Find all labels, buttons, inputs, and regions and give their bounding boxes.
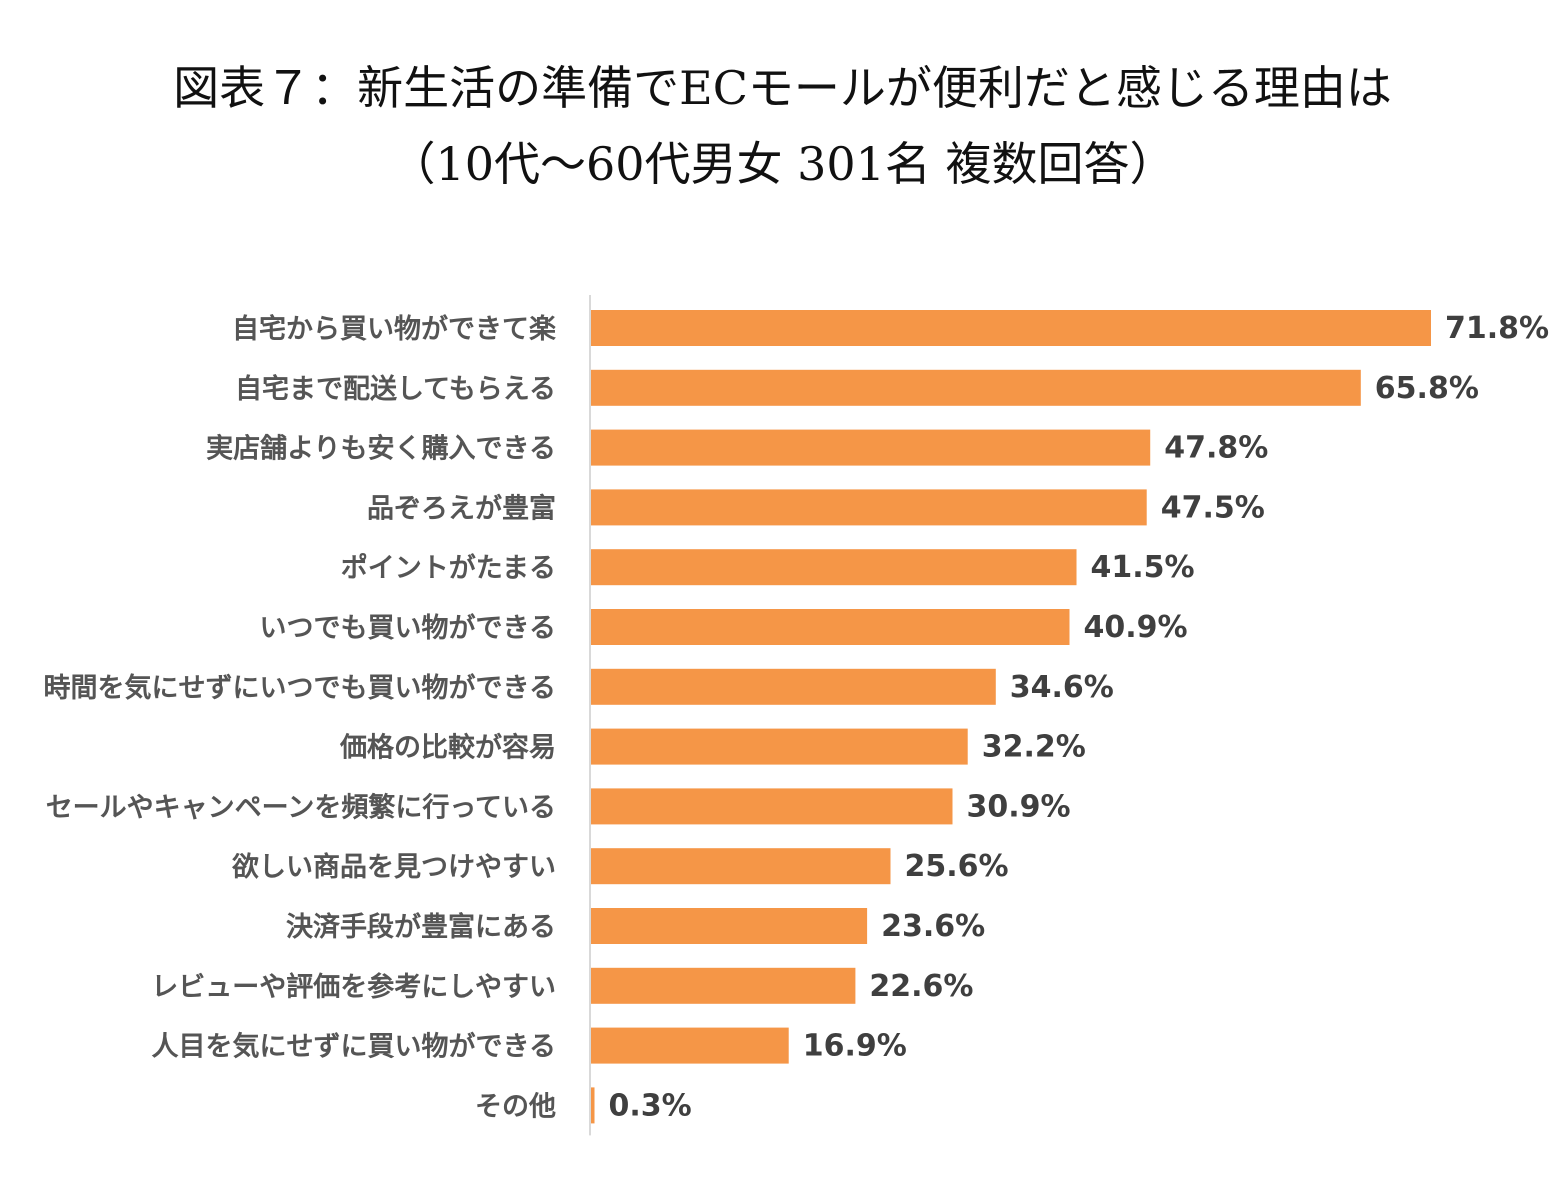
category-label: ポイントがたまる bbox=[341, 552, 556, 584]
category-label: 自宅から買い物ができて楽 bbox=[232, 313, 556, 345]
value-label: 47.5% bbox=[1161, 490, 1265, 525]
bar bbox=[591, 429, 1151, 466]
value-label: 47.8% bbox=[1164, 431, 1268, 466]
chart-title: 図表７：新生活の準備でECモールが便利だと感じる理由は bbox=[173, 61, 1392, 115]
value-label: 23.6% bbox=[881, 909, 985, 944]
category-label: セールやキャンペーンを頻繁に行っている bbox=[46, 791, 556, 823]
bar bbox=[591, 369, 1361, 406]
bar bbox=[591, 1027, 789, 1064]
category-label: 決済手段が豊富にある bbox=[286, 911, 556, 943]
value-label: 71.8% bbox=[1445, 311, 1549, 346]
bar bbox=[591, 1087, 595, 1124]
bar bbox=[591, 549, 1077, 586]
value-label: 22.6% bbox=[869, 969, 973, 1004]
bar bbox=[591, 967, 856, 1004]
bar bbox=[591, 310, 1431, 346]
bar bbox=[591, 609, 1070, 645]
bar bbox=[591, 908, 868, 944]
value-label: 16.9% bbox=[803, 1029, 907, 1064]
bar bbox=[591, 668, 996, 705]
value-label: 32.2% bbox=[982, 730, 1086, 765]
value-label: 40.9% bbox=[1083, 610, 1187, 645]
category-label: 欲しい商品を見つけやすい bbox=[231, 852, 556, 883]
value-label: 65.8% bbox=[1375, 371, 1479, 406]
category-label: 実店舗よりも安く購入できる bbox=[206, 433, 556, 465]
category-label: レビューや評価を参考にしやすい bbox=[151, 971, 556, 1003]
category-label: 時間を気にせずにいつでも買い物ができる bbox=[44, 672, 556, 704]
value-label: 34.6% bbox=[1010, 670, 1114, 705]
chart-subtitle: （10代～60代男女 301名 複数回答） bbox=[389, 137, 1176, 191]
category-label: 品ぞろえが豊富 bbox=[367, 492, 556, 524]
bar bbox=[591, 788, 953, 825]
category-label: その他 bbox=[475, 1091, 556, 1122]
value-label: 0.3% bbox=[609, 1088, 692, 1123]
category-label: 人目を気にせずに買い物ができる bbox=[152, 1031, 556, 1063]
bar bbox=[591, 848, 891, 885]
bar bbox=[591, 489, 1147, 526]
category-label: 価格の比較が容易 bbox=[339, 732, 556, 764]
bars-group: 自宅から買い物ができて楽 71.8% 自宅まで配送してもらえる 65.8% 実店舗よりも… bbox=[44, 310, 1549, 1124]
value-label: 25.6% bbox=[904, 849, 1008, 884]
category-label: いつでも買い物ができる bbox=[260, 612, 556, 644]
bar bbox=[591, 728, 968, 765]
value-label: 41.5% bbox=[1091, 550, 1195, 585]
value-label: 30.9% bbox=[967, 789, 1071, 824]
category-label: 自宅まで配送してもらえる bbox=[235, 373, 556, 405]
